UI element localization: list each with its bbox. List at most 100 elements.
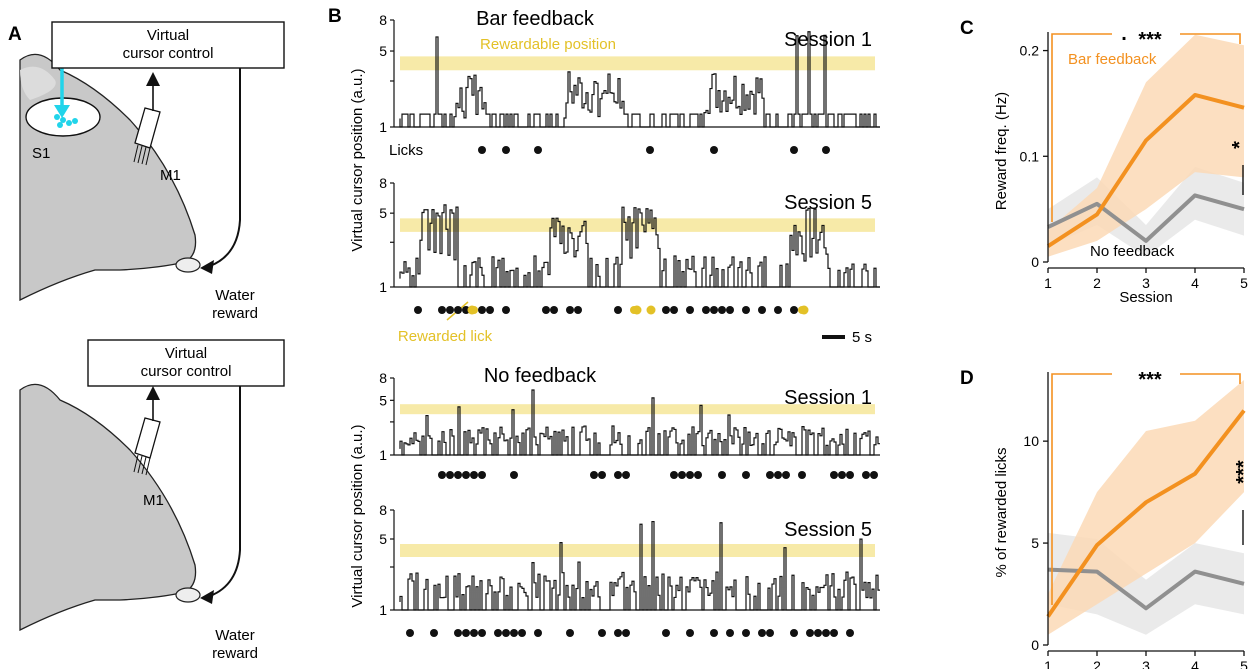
lick-dot bbox=[518, 629, 526, 637]
lick-dot bbox=[726, 306, 734, 314]
lick-dot bbox=[694, 471, 702, 479]
trace-tick-label: 1 bbox=[379, 279, 387, 295]
lick-dot bbox=[470, 629, 478, 637]
trace-tick-label: 1 bbox=[379, 602, 387, 618]
lick-dot bbox=[670, 306, 678, 314]
y-axis-label: % of rewarded licks bbox=[993, 447, 1010, 577]
trace-tick-label: 1 bbox=[379, 447, 387, 463]
rewarded-lick-dot bbox=[799, 305, 809, 315]
lick-dot bbox=[462, 471, 470, 479]
licks-label: Licks bbox=[389, 142, 423, 159]
lick-dot bbox=[862, 471, 870, 479]
lick-dot bbox=[710, 146, 718, 154]
lick-dot bbox=[534, 146, 542, 154]
lick-dot bbox=[662, 306, 670, 314]
lick-dot bbox=[614, 629, 622, 637]
session-label: Session 5 bbox=[784, 519, 872, 541]
lick-dot bbox=[830, 629, 838, 637]
lick-dot bbox=[454, 629, 462, 637]
lick-dot bbox=[798, 471, 806, 479]
lick-dot bbox=[510, 471, 518, 479]
lick-dot bbox=[414, 306, 422, 314]
m1-label-bottom: M1 bbox=[143, 492, 164, 509]
lick-dot bbox=[846, 629, 854, 637]
trace-tick-label: 8 bbox=[379, 370, 387, 386]
y-tick-label: 0.2 bbox=[1020, 43, 1040, 59]
box-line2-bottom: cursor control bbox=[141, 363, 232, 380]
electrode-bottom-icon bbox=[133, 386, 161, 476]
s1-label: S1 bbox=[32, 145, 50, 162]
cursor-traces bbox=[399, 31, 880, 637]
rewarded-lick-label: Rewarded lick bbox=[398, 328, 493, 345]
x-tick-label: 3 bbox=[1142, 658, 1150, 669]
lick-dot bbox=[742, 471, 750, 479]
lick-dot bbox=[614, 306, 622, 314]
lick-dot bbox=[470, 471, 478, 479]
session-label: Session 1 bbox=[784, 387, 872, 409]
x-tick-label: 2 bbox=[1093, 658, 1101, 669]
rewardable-band bbox=[400, 544, 875, 557]
rewardable-band bbox=[400, 56, 875, 71]
water-label-bottom: Water bbox=[215, 627, 254, 644]
lick-dot bbox=[662, 629, 670, 637]
lick-dot bbox=[774, 306, 782, 314]
lick-dot bbox=[742, 629, 750, 637]
lick-dot bbox=[622, 471, 630, 479]
rewarded-lick-dot bbox=[467, 305, 477, 315]
trace-tick-label: 8 bbox=[379, 502, 387, 518]
cursor-trace bbox=[399, 31, 880, 128]
x-axis-label: Session bbox=[1119, 289, 1172, 306]
stim-arrow-head-icon bbox=[54, 105, 70, 118]
lick-dot bbox=[838, 471, 846, 479]
water-label-top: Water bbox=[215, 287, 254, 304]
lick-dot bbox=[646, 146, 654, 154]
bracket-gap bbox=[1112, 22, 1180, 44]
lick-dot bbox=[590, 471, 598, 479]
trace-tick-label: 5 bbox=[379, 205, 387, 221]
cursor-trace bbox=[399, 204, 880, 288]
mouse-head-bottom bbox=[19, 383, 201, 632]
side-significance: * bbox=[1229, 141, 1251, 149]
lick-dot bbox=[814, 629, 822, 637]
lick-dot bbox=[486, 306, 494, 314]
session-label: Session 1 bbox=[784, 29, 872, 51]
x-tick-label: 5 bbox=[1240, 658, 1248, 669]
lick-dot bbox=[766, 629, 774, 637]
chart-rewarded-licks: 123450510Session% of rewarded licks*****… bbox=[993, 362, 1253, 669]
lick-dot bbox=[830, 471, 838, 479]
rewardable-label: Rewardable position bbox=[480, 36, 616, 53]
lick-dot bbox=[438, 471, 446, 479]
lick-dot bbox=[438, 306, 446, 314]
box-line1-bottom: Virtual bbox=[165, 345, 207, 362]
y-tick-label: 0 bbox=[1031, 254, 1039, 270]
lick-dot bbox=[494, 629, 502, 637]
lick-dot bbox=[822, 146, 830, 154]
lick-dot bbox=[670, 471, 678, 479]
lick-dot bbox=[542, 306, 550, 314]
cursor-control-box-bottom bbox=[87, 339, 285, 387]
rewarded-lick-dot bbox=[632, 305, 642, 315]
lick-dot bbox=[678, 471, 686, 479]
lick-dot bbox=[454, 306, 462, 314]
lick-dot bbox=[454, 471, 462, 479]
legend-no-feedback: No feedback bbox=[1090, 243, 1175, 260]
x-tick-label: 4 bbox=[1191, 658, 1199, 669]
x-tick-label: 2 bbox=[1093, 275, 1101, 291]
reward-arrow-head-top-icon bbox=[200, 260, 214, 274]
lick-dot bbox=[502, 629, 510, 637]
lick-dot bbox=[782, 471, 790, 479]
lick-dot bbox=[462, 629, 470, 637]
reward-arrow-head-bottom-icon bbox=[200, 590, 214, 604]
lick-dot bbox=[574, 306, 582, 314]
lick-dot bbox=[566, 306, 574, 314]
lick-dot bbox=[846, 471, 854, 479]
trace-tick-label: 5 bbox=[379, 392, 387, 408]
panel-label-b: B bbox=[328, 6, 342, 27]
trace-tick-label: 8 bbox=[379, 175, 387, 191]
electrode-top-icon bbox=[133, 72, 161, 166]
lick-dot bbox=[686, 471, 694, 479]
panel-label-a: A bbox=[8, 24, 22, 45]
lick-dot bbox=[710, 306, 718, 314]
bar-feedback-title: Bar feedback bbox=[476, 8, 595, 30]
